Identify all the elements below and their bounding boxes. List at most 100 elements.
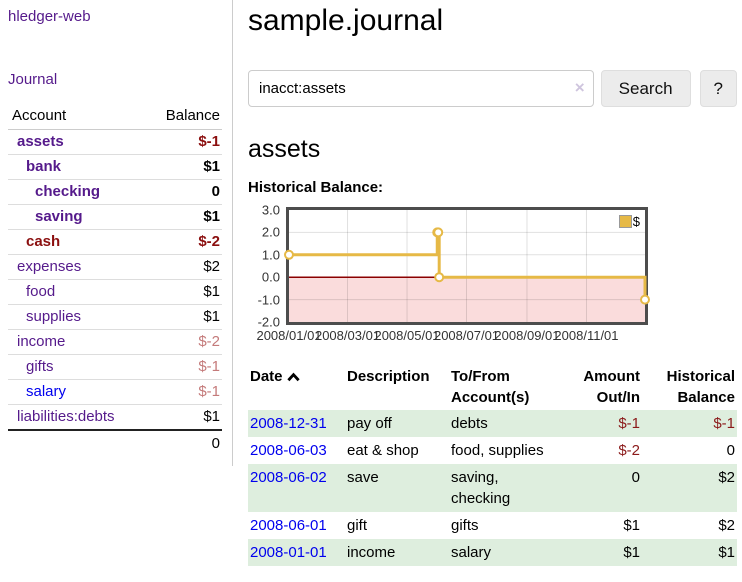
account-link[interactable]: checking — [35, 183, 101, 200]
transaction-balance: $2 — [718, 517, 735, 534]
account-link[interactable]: liabilities:debts — [17, 408, 115, 425]
x-tick-label: 2008/03/01 — [314, 328, 381, 343]
account-balance: $1 — [145, 304, 222, 330]
register-header-row: Date Description To/From Account(s) Amou… — [248, 364, 737, 410]
searchbar: × Search ? — [248, 70, 737, 107]
account-balance: $1 — [145, 154, 222, 180]
transaction-accounts: food, supplies — [451, 442, 544, 459]
register-header-amount: Amount Out/In — [583, 368, 640, 406]
transaction-date-link[interactable]: 2008-06-02 — [250, 469, 327, 486]
accounts-header-balance: Balance — [145, 105, 222, 130]
transaction-accounts: saving, checking — [451, 469, 511, 507]
transaction-description: gift — [347, 517, 368, 534]
transaction-description: income — [347, 544, 396, 561]
register-header-date[interactable]: Date — [248, 364, 345, 410]
account-balance: $-2 — [145, 329, 222, 355]
account-row-food: food $1 — [8, 279, 222, 305]
x-tick-label: 2008/11/01 — [554, 328, 619, 343]
account-row-salary: salary $-1 — [8, 379, 222, 405]
transaction-date-link[interactable]: 2008-06-01 — [250, 517, 327, 534]
accounts-header-row: Account Balance — [8, 105, 222, 130]
accounts-table: Account Balance assets $-1 bank $1 check… — [8, 105, 222, 456]
register-row: 2008-12-31 pay off debts $-1 $-1 — [248, 410, 737, 437]
register-header-accounts: To/From Account(s) — [451, 368, 530, 406]
accounts-total-row: 0 — [8, 430, 222, 456]
journal-nav: Journal — [8, 71, 222, 88]
chart-x-axis: 2008/01/01 2008/03/01 2008/05/01 2008/07/01… — [256, 328, 648, 345]
account-link[interactable]: expenses — [17, 258, 82, 275]
brand-link[interactable]: hledger-web — [8, 8, 91, 25]
account-balance: $1 — [145, 279, 222, 305]
y-tick-label: 0.0 — [261, 269, 280, 285]
x-tick-label: 2008/05/01 — [374, 328, 440, 343]
account-link[interactable]: salary — [26, 383, 67, 400]
transaction-date-link[interactable]: 2008-01-01 — [250, 544, 327, 561]
nav-journal-link[interactable]: Journal — [8, 71, 58, 88]
sidebar: hledger-web Journal Account Balance asse… — [0, 0, 233, 466]
transaction-amount: $1 — [623, 544, 640, 561]
chart-y-axis: 3.0 2.0 1.0 0.0 -1.0 -2.0 — [248, 203, 282, 330]
account-link[interactable]: assets — [17, 133, 64, 150]
transaction-amount: $-2 — [618, 442, 640, 459]
transaction-accounts: gifts — [451, 517, 479, 534]
register-header-description: Description — [347, 368, 430, 385]
account-link[interactable]: bank — [26, 158, 62, 175]
account-row-liabilities-debts: liabilities:debts $1 — [8, 404, 222, 431]
chart-plot — [284, 210, 650, 322]
chart-plot-area: $ — [284, 207, 650, 325]
account-row-bank: bank $1 — [8, 154, 222, 180]
register-row: 2008-06-03 eat & shop food, supplies $-2… — [248, 437, 737, 464]
account-balance: $-2 — [145, 229, 222, 255]
transaction-amount: $1 — [623, 517, 640, 534]
search-input[interactable] — [248, 70, 594, 107]
help-button[interactable]: ? — [699, 70, 737, 107]
account-balance: $2 — [145, 254, 222, 280]
y-tick-label: 1.0 — [261, 247, 280, 263]
transaction-balance: 0 — [726, 442, 735, 459]
account-link[interactable]: supplies — [26, 308, 82, 325]
account-balance: $-1 — [145, 354, 222, 380]
account-row-income: income $-2 — [8, 329, 222, 355]
legend-swatch — [618, 215, 632, 228]
transaction-description: save — [347, 469, 379, 486]
chart-title: Historical Balance: — [248, 179, 384, 196]
y-tick-label: -1.0 — [257, 292, 280, 308]
register-table: Date Description To/From Account(s) Amou… — [248, 364, 737, 566]
account-link[interactable]: gifts — [26, 358, 54, 375]
account-row-saving: saving $1 — [8, 204, 222, 230]
account-row-assets: assets $-1 — [8, 129, 222, 155]
account-row-gifts: gifts $-1 — [8, 354, 222, 380]
register-row: 2008-01-01 income salary $1 $1 — [248, 539, 737, 566]
account-link[interactable]: income — [17, 333, 66, 350]
clear-search-icon[interactable]: × — [574, 78, 585, 97]
account-link[interactable]: saving — [35, 208, 83, 225]
transaction-date-link[interactable]: 2008-06-03 — [250, 442, 327, 459]
y-tick-label: 2.0 — [261, 224, 280, 240]
x-tick-label: 2008/01/01 — [256, 328, 322, 343]
accounts-total-value: 0 — [211, 435, 220, 452]
account-link[interactable]: cash — [26, 233, 61, 250]
x-tick-label: 2008/09/01 — [494, 328, 560, 343]
transaction-balance: $2 — [718, 469, 735, 486]
page-title: sample.journal — [248, 4, 444, 37]
account-row-checking: checking 0 — [8, 179, 222, 205]
y-tick-label: 3.0 — [261, 202, 280, 218]
main-content: sample.journal × Search ? assets Histori… — [248, 0, 737, 566]
x-tick-label: 2008/07/01 — [433, 328, 500, 343]
transaction-date-link[interactable]: 2008-12-31 — [250, 415, 327, 432]
app-root: hledger-web Journal Account Balance asse… — [0, 0, 737, 566]
sort-ascending-icon — [286, 372, 300, 382]
account-balance: $1 — [145, 204, 222, 230]
transaction-amount: 0 — [631, 469, 640, 486]
account-link[interactable]: food — [26, 283, 56, 300]
y-tick-label: -2.0 — [257, 314, 280, 330]
transaction-balance: $1 — [718, 544, 735, 561]
register-header-balance: Historical Balance — [666, 368, 735, 406]
account-row-supplies: supplies $1 — [8, 304, 222, 330]
account-balance: $-1 — [145, 379, 222, 405]
account-heading: assets — [248, 135, 321, 163]
search-button[interactable]: Search — [600, 70, 691, 107]
account-balance: $-1 — [145, 129, 222, 155]
register-row: 2008-06-01 gift gifts $1 $2 — [248, 512, 737, 539]
account-row-cash: cash $-2 — [8, 229, 222, 255]
